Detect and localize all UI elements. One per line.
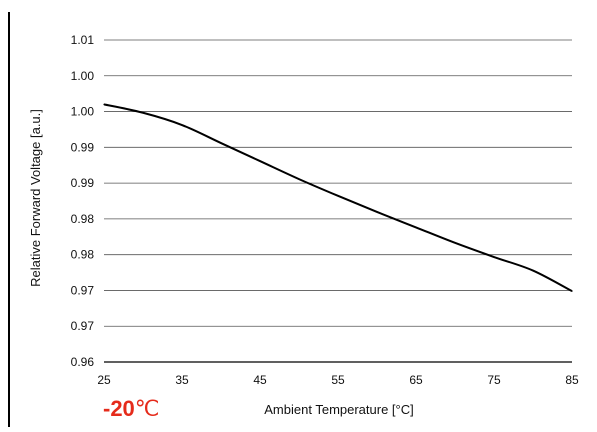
grid-lines [104, 40, 572, 362]
y-tick-label: 0.99 [71, 140, 95, 154]
x-tick-label: 75 [487, 373, 501, 387]
temperature-annotation: -20℃ [103, 396, 160, 422]
x-tick-label: 85 [565, 373, 579, 387]
x-tick-label: 45 [253, 373, 267, 387]
annotation-unit: ℃ [135, 396, 160, 421]
x-axis-title: Ambient Temperature [°C] [264, 402, 413, 417]
x-tick-label: 25 [97, 373, 111, 387]
data-point [103, 104, 104, 105]
x-tick-label: 65 [409, 373, 423, 387]
data-point [454, 242, 455, 243]
series-layer [103, 104, 572, 292]
data-point [142, 112, 143, 113]
x-tick-label: 35 [175, 373, 189, 387]
y-tick-label: 0.98 [71, 248, 95, 262]
y-tick-label: 0.99 [71, 176, 95, 190]
data-point [415, 227, 416, 228]
data-point [571, 291, 572, 292]
y-tick-label: 1.01 [71, 33, 95, 47]
x-tick-label: 55 [331, 373, 345, 387]
x-tick-labels: 25 35 45 55 65 75 85 [97, 373, 579, 387]
y-tick-label: 0.96 [71, 355, 95, 369]
y-tick-label: 0.97 [71, 283, 95, 297]
data-point [337, 195, 338, 196]
data-point [259, 160, 260, 161]
data-point [220, 142, 221, 143]
y-tick-labels: 1.01 1.00 1.00 0.99 0.99 0.98 0.98 0.97 0.97 0.96 [71, 33, 95, 369]
data-point [181, 124, 182, 125]
data-point [298, 179, 299, 180]
y-tick-label: 1.00 [71, 69, 95, 83]
y-tick-label: 0.98 [71, 212, 95, 226]
y-tick-label: 1.00 [71, 105, 95, 119]
annotation-value: -20 [103, 396, 135, 421]
y-axis-title: Relative Forward Voltage [a.u.] [28, 109, 43, 287]
series-line [104, 104, 572, 291]
y-tick-label: 0.97 [71, 319, 95, 333]
data-point [493, 256, 494, 257]
data-point [376, 211, 377, 212]
data-point [532, 270, 533, 271]
